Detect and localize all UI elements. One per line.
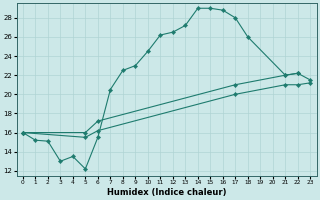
X-axis label: Humidex (Indice chaleur): Humidex (Indice chaleur) [107, 188, 226, 197]
